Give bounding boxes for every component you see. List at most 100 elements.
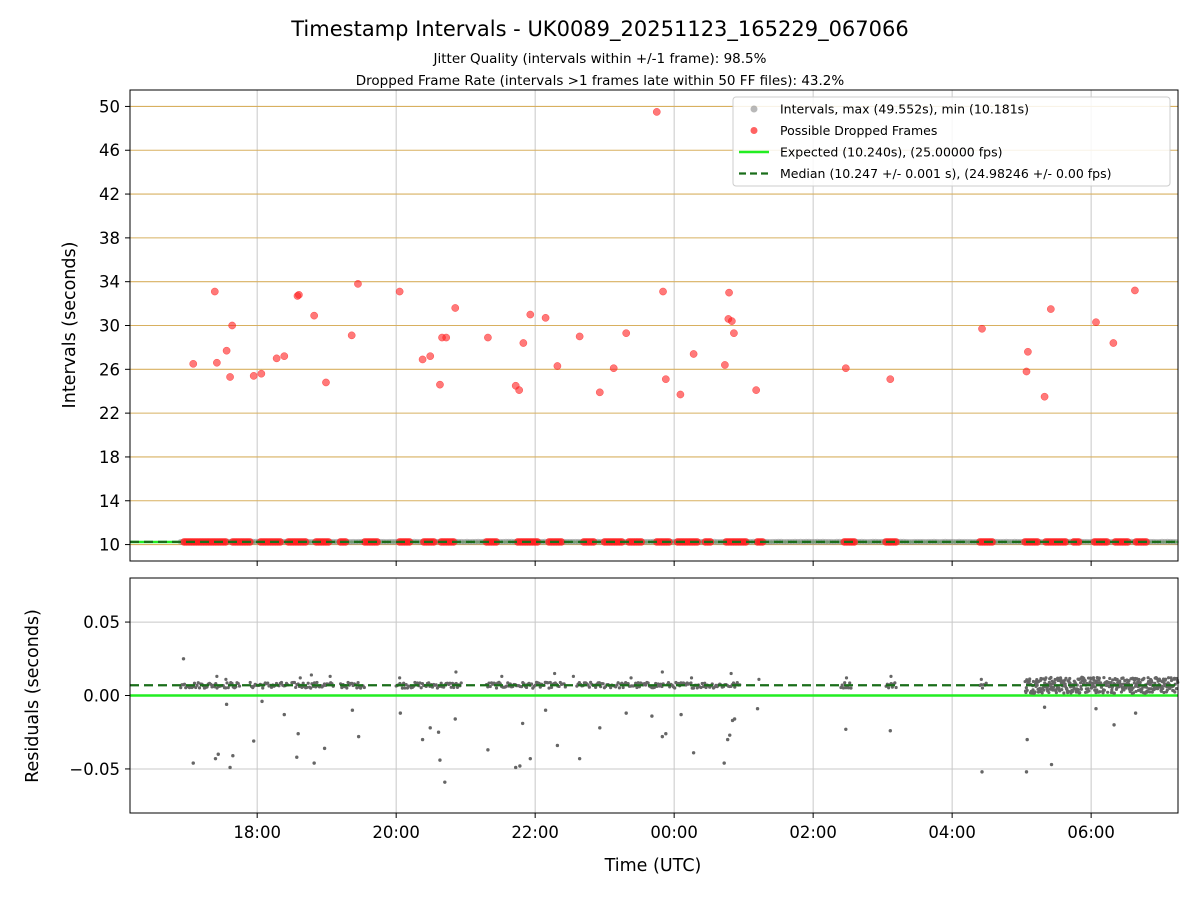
residual-point bbox=[846, 686, 851, 690]
residual-point bbox=[689, 681, 693, 685]
dropped-frame-baseline-point bbox=[741, 538, 750, 546]
residual-outlier-point bbox=[436, 730, 441, 734]
residual-point bbox=[1094, 690, 1098, 695]
residual-outlier-point bbox=[252, 739, 256, 743]
residual-point bbox=[843, 681, 847, 685]
residual-point bbox=[1087, 689, 1091, 693]
residual-point bbox=[733, 685, 737, 689]
legend-box bbox=[732, 96, 1171, 187]
residual-point bbox=[434, 683, 438, 687]
dropped-frame-point bbox=[395, 287, 404, 296]
residual-outlier-point bbox=[312, 761, 316, 765]
residual-point bbox=[237, 684, 242, 688]
residual-point bbox=[1091, 682, 1095, 686]
legend-dropped-marker bbox=[750, 127, 758, 134]
residual-point bbox=[487, 681, 491, 685]
residual-outlier-point bbox=[980, 770, 984, 774]
legend: Intervals, max (49.552s), min (10.181s) P… bbox=[732, 96, 1171, 187]
dropped-frame-baseline-point bbox=[850, 538, 858, 546]
legend-entry-label: Intervals, max (49.552s), min (10.181s) bbox=[780, 102, 1029, 117]
residual-point bbox=[279, 680, 284, 685]
residual-outlier-point bbox=[577, 756, 582, 761]
residual-point bbox=[1121, 676, 1125, 680]
dropped-frame-point bbox=[210, 287, 219, 296]
dropped-frame-point bbox=[689, 350, 698, 358]
residual-point bbox=[309, 686, 313, 690]
residual-point bbox=[1064, 676, 1068, 680]
residual-point bbox=[636, 681, 640, 685]
residual-outlier-point bbox=[296, 731, 300, 736]
dropped-frame-point bbox=[721, 361, 729, 369]
residual-point bbox=[1112, 691, 1116, 695]
residual-point bbox=[553, 671, 557, 676]
legend-entry-label: Expected (10.240s), (25.00000 fps) bbox=[780, 145, 1002, 160]
dropped-frame-point bbox=[541, 313, 550, 322]
residual-outlier-point bbox=[528, 756, 532, 761]
chart-title: Timestamp Intervals - UK0089_20251123_16… bbox=[290, 17, 909, 42]
x-axis-label: Time (UTC) bbox=[604, 856, 702, 876]
residual-point bbox=[893, 681, 897, 685]
residual-point bbox=[454, 670, 458, 674]
residual-outlier-point bbox=[443, 780, 447, 784]
residual-outlier-point bbox=[420, 737, 425, 742]
dropped-frame-point bbox=[1131, 286, 1139, 295]
residual-point bbox=[494, 686, 499, 690]
dropped-frame-point bbox=[249, 372, 258, 380]
residual-point bbox=[301, 681, 305, 685]
residual-point bbox=[1150, 680, 1154, 684]
residual-outlier-point bbox=[181, 657, 186, 661]
residual-outlier-point bbox=[1024, 770, 1029, 774]
residual-point bbox=[1102, 675, 1106, 680]
residual-point bbox=[1131, 691, 1136, 695]
dropped-frame-point bbox=[295, 290, 303, 299]
intervals-panel: 10 14 18 22 26 30 34 38 42 46 50 Intervals, max (49… bbox=[99, 89, 1179, 566]
top-y-tick-label: 14 bbox=[99, 492, 120, 511]
residual-point bbox=[415, 681, 420, 685]
residual-point bbox=[419, 686, 423, 690]
residual-point bbox=[571, 674, 575, 679]
residual-point bbox=[455, 685, 460, 689]
residual-point bbox=[548, 680, 552, 685]
residual-point bbox=[1156, 687, 1160, 691]
residual-outlier-point bbox=[260, 699, 264, 704]
residual-outlier-point bbox=[295, 755, 299, 759]
residual-point bbox=[1137, 677, 1141, 682]
x-tick-label-00:00: 00:00 bbox=[650, 823, 698, 842]
residual-outlier-point bbox=[660, 734, 665, 739]
residual-point bbox=[292, 680, 297, 685]
residual-point bbox=[1035, 683, 1039, 687]
residual-point bbox=[1127, 679, 1131, 683]
residual-point bbox=[1165, 688, 1169, 692]
residual-point bbox=[1174, 687, 1179, 691]
residual-outlier-point bbox=[722, 761, 726, 765]
top-y-tick-label: 26 bbox=[99, 360, 120, 379]
residual-point bbox=[398, 676, 402, 680]
residual-outlier-point bbox=[598, 726, 602, 730]
residual-point bbox=[703, 681, 707, 685]
dropped-frame-baseline-point bbox=[1074, 538, 1083, 546]
top-y-tick-label: 46 bbox=[99, 141, 120, 160]
residual-point bbox=[179, 686, 183, 690]
residual-point bbox=[848, 681, 852, 685]
residual-point bbox=[547, 686, 551, 690]
residual-outlier-point bbox=[1133, 711, 1138, 715]
dropped-frame-point bbox=[727, 317, 736, 325]
residual-point bbox=[1079, 684, 1083, 689]
residual-point bbox=[1094, 679, 1099, 683]
residual-point bbox=[652, 685, 657, 689]
residual-point bbox=[1079, 687, 1084, 691]
residual-point bbox=[261, 686, 265, 690]
dropped-frame-point bbox=[436, 380, 444, 389]
residual-point bbox=[1044, 676, 1048, 680]
x-tick-label-20:00: 20:00 bbox=[372, 823, 420, 842]
residual-outlier-point bbox=[486, 748, 490, 752]
dropped-frame-point bbox=[426, 352, 435, 361]
residual-point bbox=[1092, 678, 1096, 682]
residual-point bbox=[400, 686, 405, 690]
residual-point bbox=[266, 681, 270, 685]
dropped-frame-point bbox=[652, 108, 661, 116]
chart-subtitle-dropped-rate: Dropped Frame Rate (intervals >1 frames … bbox=[356, 73, 845, 89]
residual-point bbox=[488, 684, 492, 689]
residual-point bbox=[1053, 680, 1057, 685]
dropped-frame-point bbox=[515, 386, 524, 394]
